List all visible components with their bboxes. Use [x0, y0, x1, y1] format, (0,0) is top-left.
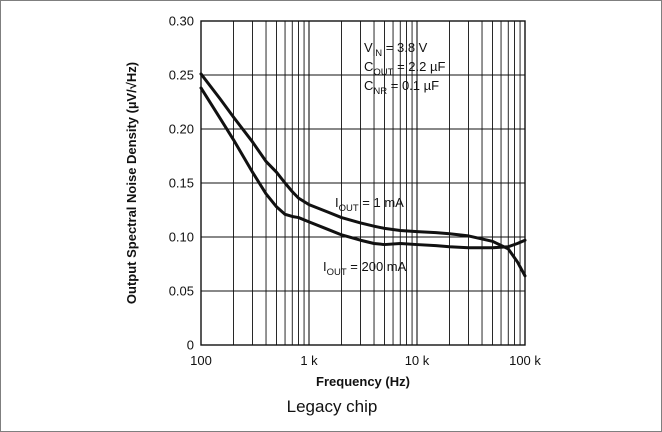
y-tick-label: 0.25 [169, 68, 194, 83]
grid-lines [201, 21, 525, 345]
x-tick-label: 1 k [300, 353, 318, 368]
plot-border [200, 20, 526, 346]
y-tick-label: 0.05 [169, 284, 194, 299]
condition-text: CNR = 0.1 µF [364, 78, 439, 97]
y-tick-label: 0.15 [169, 176, 194, 191]
series-line-2 [199, 86, 527, 250]
x-tick-label: 100 [190, 353, 212, 368]
x-axis-label: Frequency (Hz) [316, 374, 410, 389]
series-line-1 [199, 72, 527, 278]
condition-text: VIN = 3.8 V [364, 40, 428, 59]
y-axis-label: Output Spectral Noise Density (µV/√Hz) [124, 62, 139, 304]
noise-density-chart: 0 0.05 0.10 0.15 0.20 0.25 0.30 100 1 k 10 k 100 … [124, 14, 541, 390]
y-tick-label: 0.30 [169, 14, 194, 29]
y-tick-label: 0 [187, 338, 194, 353]
series-label-1: IOUT = 1 mA [335, 195, 404, 214]
chart-caption: Legacy chip [286, 397, 378, 416]
series-labels: IOUT = 1 mA IOUT = 200 mA [323, 195, 407, 278]
x-tick-labels: 100 1 k 10 k 100 k [190, 353, 541, 368]
y-tick-label: 0.10 [169, 230, 194, 245]
x-tick-label: 10 k [405, 353, 430, 368]
y-tick-label: 0.20 [169, 122, 194, 137]
series-label-2: IOUT = 200 mA [323, 259, 407, 278]
series-lines [199, 72, 527, 278]
condition-text: COUT = 2.2 µF [364, 59, 445, 78]
y-tick-labels: 0 0.05 0.10 0.15 0.20 0.25 0.30 [169, 14, 194, 353]
x-tick-label: 100 k [509, 353, 541, 368]
